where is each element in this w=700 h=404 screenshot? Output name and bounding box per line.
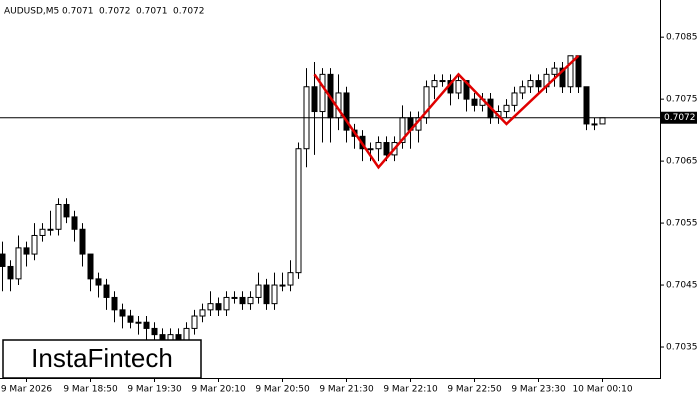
y-tick-label: 0.7085	[666, 33, 698, 43]
candle-body	[463, 80, 470, 100]
candle-body	[511, 92, 518, 106]
x-tick-label: 9 Mar 2026	[1, 385, 53, 395]
x-tick-label: 9 Mar 21:30	[319, 385, 374, 395]
candle-body	[95, 278, 102, 286]
x-tick-label: 9 Mar 18:50	[63, 385, 118, 395]
candle-body	[63, 203, 70, 218]
candle-body	[151, 327, 158, 336]
header-value: 0.7071	[136, 7, 168, 17]
candle-body	[127, 315, 134, 323]
candle-body	[343, 92, 350, 131]
candle-body	[215, 303, 222, 311]
candle-body	[231, 296, 238, 299]
candle-body	[47, 228, 54, 231]
candle-body	[119, 309, 126, 317]
y-tick-label: 0.7065	[666, 157, 698, 167]
candle-body	[55, 203, 62, 230]
header-value: 0.7072	[99, 7, 131, 17]
x-tick-label: 9 Mar 22:50	[447, 385, 502, 395]
candle-body	[295, 148, 302, 274]
candle-body	[551, 67, 558, 75]
candle-body	[271, 284, 278, 305]
candle-body	[263, 284, 270, 305]
price-label: 0.7072	[664, 113, 696, 123]
candle-body	[527, 80, 534, 88]
header-value: 0.7072	[173, 7, 205, 17]
candle-body	[591, 123, 598, 126]
candle-body	[311, 86, 318, 113]
candle-body	[31, 234, 38, 255]
pattern-line	[313, 54, 580, 170]
y-tick-label: 0.7045	[666, 281, 698, 291]
candle-body	[319, 73, 326, 113]
candle-body	[23, 247, 30, 255]
y-tick-label: 0.7075	[666, 95, 698, 105]
candle-body	[375, 142, 382, 150]
candle-body	[455, 80, 462, 94]
x-tick-label: 9 Mar 19:30	[127, 385, 182, 395]
candle-body	[39, 228, 46, 236]
candle-body	[143, 321, 150, 329]
candle-body	[503, 104, 510, 113]
candle-body	[567, 55, 574, 88]
candle-body	[199, 309, 206, 317]
candle-body	[207, 303, 214, 311]
logo: InstaFintech	[31, 343, 173, 373]
x-tick-label: 9 Mar 23:30	[511, 385, 566, 395]
candle-body	[279, 284, 286, 287]
candle-body	[7, 265, 14, 280]
header-value: 0.7071	[62, 7, 94, 17]
price-label-box	[661, 111, 697, 124]
candle-body	[103, 284, 110, 298]
x-tick-label: 9 Mar 20:50	[255, 385, 310, 395]
candle-body	[575, 55, 582, 88]
candle-body	[135, 321, 142, 324]
candle-body	[191, 315, 198, 329]
candle-body	[111, 296, 118, 311]
candle-body	[87, 253, 94, 280]
candle-body	[383, 142, 390, 156]
chart-title: AUDUSD,M5	[4, 7, 59, 17]
candle-body	[367, 148, 374, 151]
x-tick-label: 9 Mar 20:10	[191, 385, 246, 395]
y-tick-label: 0.7035	[666, 343, 698, 353]
logo-box	[2, 339, 202, 379]
candle-body	[71, 216, 78, 230]
candle-body	[599, 117, 606, 125]
candle-body	[255, 284, 262, 298]
candle-body	[79, 228, 86, 255]
candle-body	[247, 296, 254, 305]
candle-body	[223, 296, 230, 311]
candle-body	[287, 272, 294, 286]
candle-body	[183, 327, 190, 342]
candle-body	[583, 86, 590, 125]
candle-body	[15, 247, 22, 280]
candle-body	[519, 86, 526, 94]
candle-body	[431, 80, 438, 88]
x-tick-label: 9 Mar 22:10	[383, 385, 438, 395]
candle-body	[559, 67, 566, 88]
x-tick-label: 10 Mar 00:10	[572, 385, 632, 395]
candle-body	[439, 80, 446, 83]
candle-body	[239, 296, 246, 305]
y-tick-label: 0.7055	[666, 219, 698, 229]
candle-body	[471, 98, 478, 106]
candle-body	[535, 80, 542, 88]
candle-body	[0, 253, 6, 267]
